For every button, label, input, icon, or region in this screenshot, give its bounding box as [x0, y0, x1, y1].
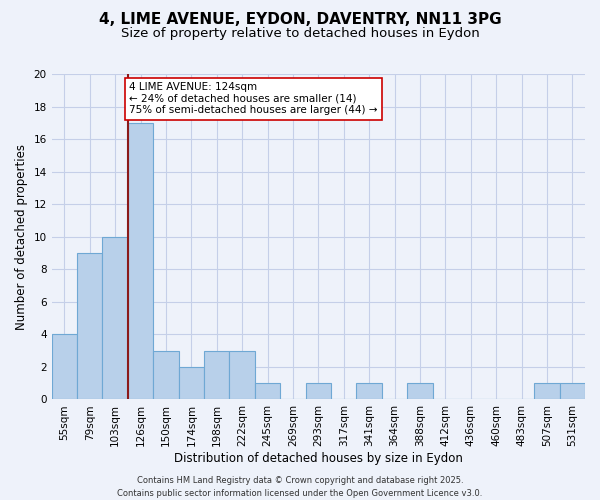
Text: 4, LIME AVENUE, EYDON, DAVENTRY, NN11 3PG: 4, LIME AVENUE, EYDON, DAVENTRY, NN11 3P…: [98, 12, 502, 28]
Bar: [103, 236, 128, 400]
Bar: [560, 383, 585, 400]
Bar: [153, 350, 179, 400]
Text: 4 LIME AVENUE: 124sqm
← 24% of detached houses are smaller (14)
75% of semi-deta: 4 LIME AVENUE: 124sqm ← 24% of detached …: [129, 82, 377, 116]
Bar: [204, 350, 229, 400]
Bar: [77, 253, 103, 400]
Bar: [356, 383, 382, 400]
Bar: [407, 383, 433, 400]
Text: Size of property relative to detached houses in Eydon: Size of property relative to detached ho…: [121, 28, 479, 40]
Bar: [179, 367, 204, 400]
Bar: [128, 123, 153, 400]
X-axis label: Distribution of detached houses by size in Eydon: Distribution of detached houses by size …: [174, 452, 463, 465]
Bar: [255, 383, 280, 400]
Text: Contains HM Land Registry data © Crown copyright and database right 2025.
Contai: Contains HM Land Registry data © Crown c…: [118, 476, 482, 498]
Bar: [229, 350, 255, 400]
Bar: [534, 383, 560, 400]
Bar: [52, 334, 77, 400]
Bar: [305, 383, 331, 400]
Y-axis label: Number of detached properties: Number of detached properties: [15, 144, 28, 330]
